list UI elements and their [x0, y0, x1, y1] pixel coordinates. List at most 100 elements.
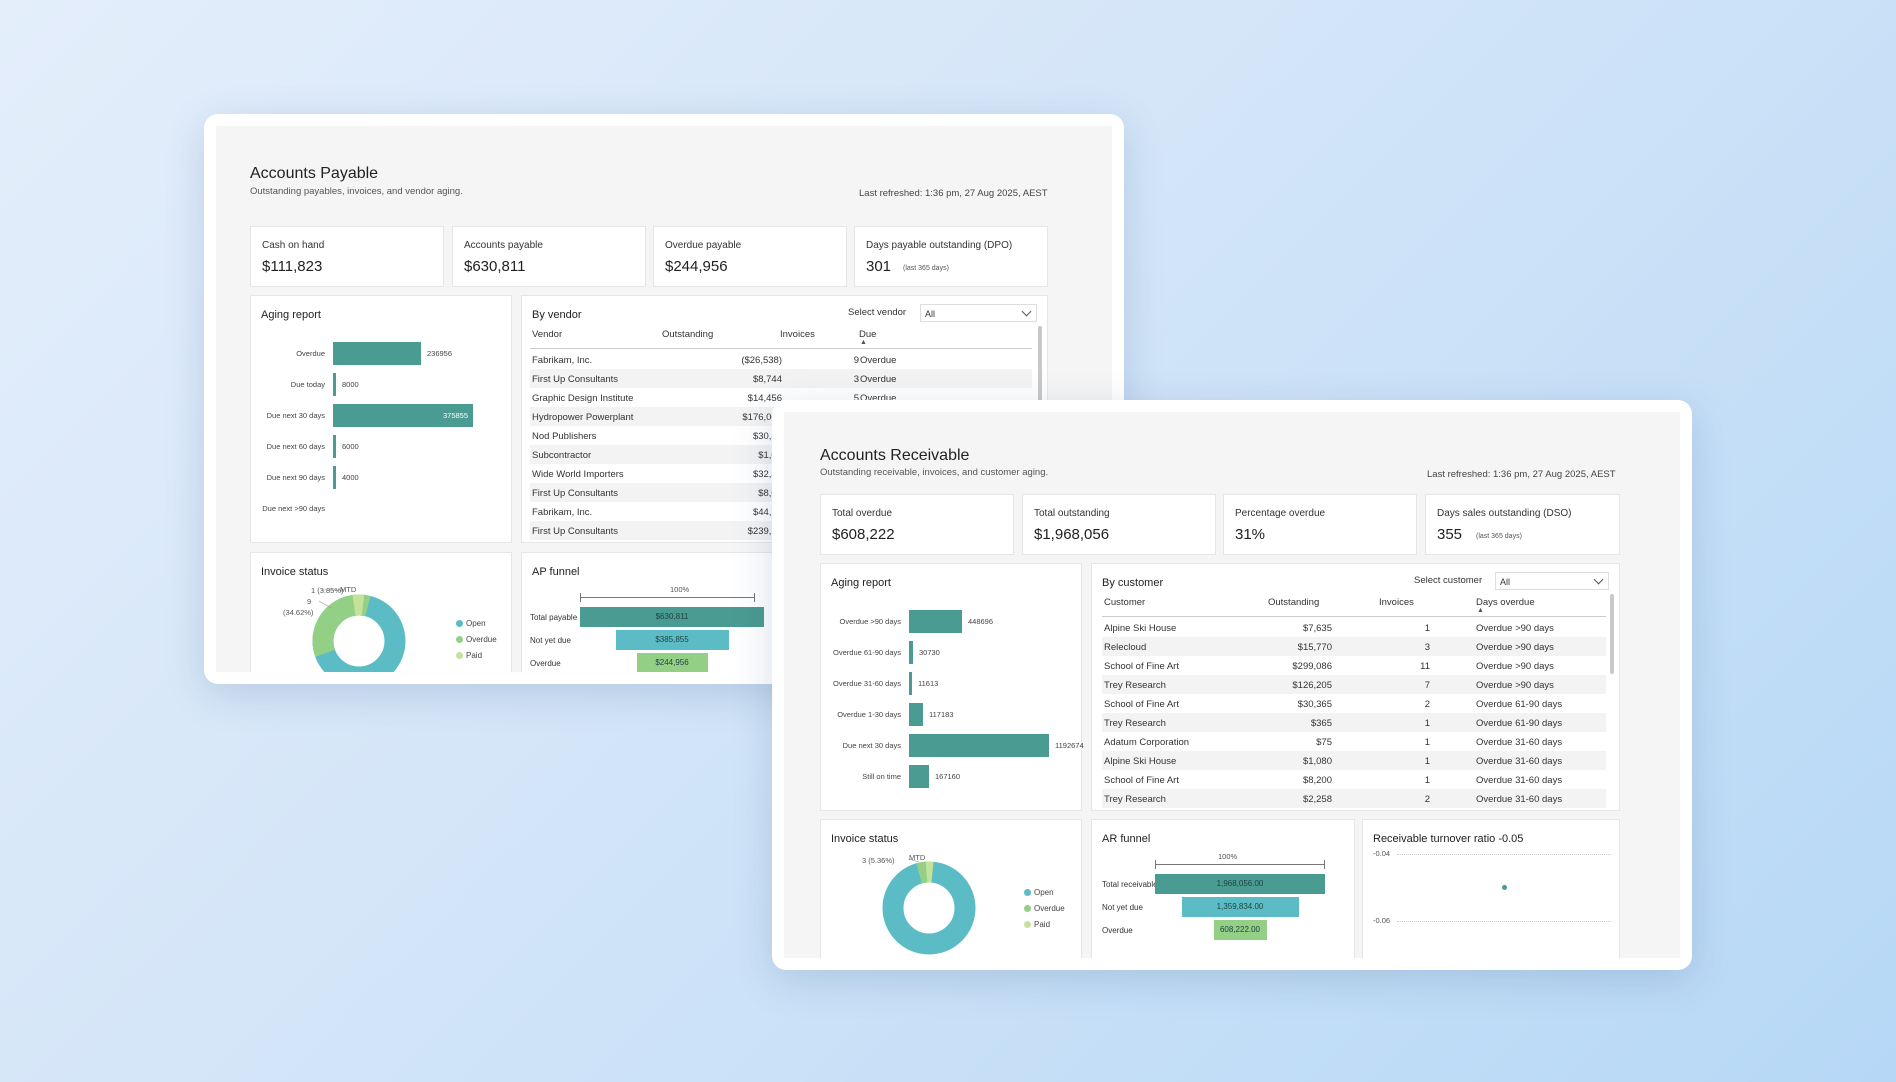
ar-kpi-total-outstanding: Total outstanding $1,968,056 — [1022, 494, 1216, 555]
funnel-row-label: Total receivable — [1102, 880, 1158, 889]
header-divider — [1102, 616, 1606, 617]
table-row[interactable]: Fabrikam, Inc. $44,72 — [530, 502, 1032, 521]
legend-paid: Paid — [456, 651, 482, 660]
aging-bar-value: 448696 — [968, 617, 994, 626]
select-vendor-dropdown[interactable]: All — [920, 304, 1037, 322]
ar-aging-report-panel: Aging report Overdue >90 days 448696 Overd… — [820, 563, 1084, 811]
ap-invoice-status-panel: Invoice status 1 (3.85%) 9 (34.62%) MTD … — [250, 552, 512, 672]
ap-kpi-dpo: Days payable outstanding (DPO) 301 (last… — [854, 226, 1048, 287]
ap-kpi-overdue-payable: Overdue payable $244,956 — [653, 226, 847, 287]
table-row[interactable]: Fabrikam, Inc. ($26,538) 9 Overdue — [530, 350, 1032, 369]
ar-customer-table-body: Alpine Ski House $7,635 1 Overdue >90 days R… — [1102, 618, 1606, 808]
column-header-due[interactable]: Due — [859, 329, 877, 340]
kpi-value: $111,823 — [262, 258, 323, 275]
aging-row-label: Due next >90 days — [262, 504, 325, 513]
column-header-invoices[interactable]: Invoices — [780, 329, 815, 340]
aging-bar — [333, 466, 336, 489]
ap-aging-report-panel: Aging report Overdue 236956 Due today 8000 D… — [250, 295, 512, 543]
column-header-customer[interactable]: Customer — [1104, 597, 1146, 608]
table-row[interactable]: Alpine Ski House $7,635 1 Overdue >90 days — [1102, 618, 1606, 637]
customer-table-scrollbar[interactable] — [1610, 594, 1614, 674]
donut-segment-paid — [312, 594, 406, 672]
table-row[interactable]: Adatum Corporation $75 1 Overdue 31-60 days — [1102, 732, 1606, 751]
table-cell: Overdue >90 days — [1476, 623, 1554, 634]
table-cell: Relecloud — [1104, 642, 1147, 653]
column-header-outstanding[interactable]: Outstanding — [662, 329, 714, 340]
aging-row-label: Overdue 61-90 days — [833, 648, 901, 657]
funnel-bar: $630,811 — [580, 607, 764, 627]
kpi-label: Total outstanding — [1034, 508, 1110, 519]
table-cell: $75 — [1316, 737, 1332, 748]
column-header-days-overdue[interactable]: Days overdue — [1476, 597, 1535, 608]
funnel-row-label: Total payable — [530, 613, 578, 622]
kpi-note: (last 365 days) — [1476, 533, 1522, 540]
table-row[interactable]: First Up Consultants $8,744 3 Overdue — [530, 369, 1032, 388]
table-row[interactable]: Trey Research $126,205 7 Overdue >90 days — [1102, 675, 1606, 694]
aging-bar — [333, 435, 336, 458]
aging-row-label: Overdue 31-60 days — [833, 679, 901, 688]
table-cell: 3 — [853, 374, 859, 385]
chevron-down-icon — [1593, 574, 1604, 585]
header-divider — [530, 348, 1032, 349]
table-cell: Overdue >90 days — [1476, 680, 1554, 691]
kpi-label: Total overdue — [832, 508, 893, 519]
table-row[interactable]: School of Fine Art $30,365 2 Overdue 61-90 … — [1102, 694, 1606, 713]
aging-bar-value: 6000 — [342, 442, 359, 451]
aging-row-label: Due next 60 days — [266, 442, 325, 451]
column-header-vendor[interactable]: Vendor — [532, 329, 563, 340]
table-row[interactable]: Nod Publishers $30,82 — [530, 426, 1032, 445]
column-header-outstanding[interactable]: Outstanding — [1268, 597, 1320, 608]
aging-bar-value: 236956 — [427, 349, 453, 358]
select-customer-dropdown[interactable]: All — [1495, 572, 1609, 590]
column-header-invoices[interactable]: Invoices — [1379, 597, 1414, 608]
funnel-bar: 1,359,834.00 — [1181, 897, 1299, 917]
table-cell: Overdue 61-90 days — [1476, 699, 1563, 710]
table-cell: Overdue >90 days — [1476, 642, 1554, 653]
aging-row-label: Due next 90 days — [266, 473, 325, 482]
ar-kpi-dso: Days sales outstanding (DSO) 355 (last 3… — [1425, 494, 1620, 555]
table-cell: 11 — [1420, 661, 1430, 672]
table-row[interactable]: School of Fine Art $8,200 1 Overdue 31-60 d… — [1102, 770, 1606, 789]
table-cell: $30,365 — [1297, 699, 1332, 710]
donut-label-paid: 1 (3.85%) — [311, 586, 344, 595]
table-cell: First Up Consultants — [532, 488, 619, 499]
aging-row-label: Overdue 1-30 days — [837, 710, 901, 719]
table-cell: Graphic Design Institute — [532, 393, 634, 404]
table-row[interactable]: Trey Research $2,258 2 Overdue 31-60 days — [1102, 789, 1606, 808]
funnel-bracket — [580, 597, 755, 598]
table-row[interactable]: Trey Research $365 1 Overdue 61-90 days — [1102, 713, 1606, 732]
legend-label: Overdue — [1034, 904, 1065, 913]
table-cell: Adatum Corporation — [1104, 737, 1190, 748]
table-row[interactable]: Relecloud $15,770 3 Overdue >90 days — [1102, 637, 1606, 656]
table-cell: Overdue 31-60 days — [1476, 775, 1563, 786]
table-row[interactable]: Graphic Design Institute $14,456 5 Overdue — [530, 388, 1032, 407]
table-row[interactable]: School of Fine Art $299,086 11 Overdue >90 … — [1102, 656, 1606, 675]
table-cell: Alpine Ski House — [1104, 623, 1177, 634]
legend-dot-icon — [456, 636, 463, 643]
table-row[interactable]: Wide World Importers $32,46 — [530, 464, 1032, 483]
kpi-value: $1,968,056 — [1034, 526, 1110, 543]
table-cell: $239,13 — [747, 526, 782, 537]
table-cell: 1 — [1424, 775, 1430, 786]
aging-bar — [909, 765, 929, 788]
table-cell: Alpine Ski House — [1104, 756, 1177, 767]
table-cell: $7,635 — [1302, 623, 1332, 634]
table-cell: Overdue 31-60 days — [1476, 794, 1563, 805]
table-row[interactable]: Alpine Ski House $1,080 1 Overdue 31-60 day… — [1102, 751, 1606, 770]
donut-label-mtd: MTD — [340, 585, 357, 594]
funnel-row-label: Not yet due — [1102, 903, 1143, 912]
funnel-bracket — [1155, 864, 1325, 865]
panel-title: AP funnel — [532, 566, 580, 578]
aging-bar — [909, 672, 912, 695]
table-cell: ($26,538) — [741, 355, 782, 366]
vendor-table-scrollbar[interactable] — [1038, 326, 1042, 416]
legend-dot-icon — [1024, 905, 1031, 912]
table-cell: Overdue >90 days — [1476, 661, 1554, 672]
ar-by-customer-panel: By customer Select customer All Customer… — [1091, 563, 1620, 811]
table-cell: $1,080 — [1302, 756, 1332, 767]
table-cell: Overdue — [860, 355, 897, 366]
aging-row-label: Due next 30 days — [842, 741, 901, 750]
table-cell: First Up Consultants — [532, 526, 619, 537]
table-cell: Overdue 61-90 days — [1476, 718, 1563, 729]
select-customer-label: Select customer — [1414, 575, 1483, 586]
